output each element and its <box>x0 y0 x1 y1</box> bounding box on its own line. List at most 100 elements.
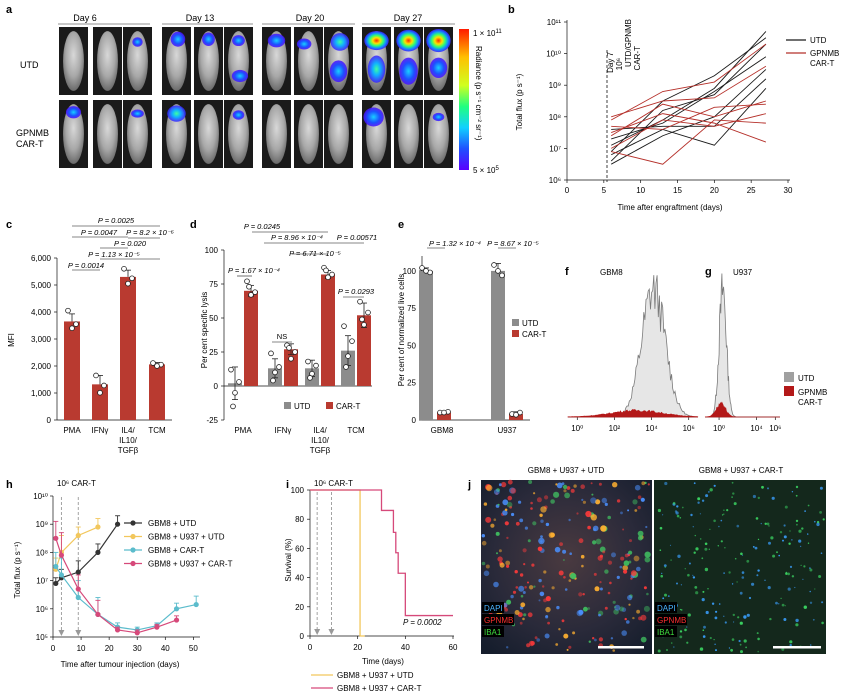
j-utd-cell <box>515 586 519 589</box>
j-cart-cell <box>659 526 663 530</box>
j-cart-cell <box>724 547 726 549</box>
j-cart-cell <box>731 481 734 484</box>
j-utd-cell <box>626 620 630 624</box>
bioluminescence-signal <box>231 69 249 83</box>
j-cart-cell <box>713 639 715 641</box>
bioluminescence-signal <box>432 112 445 122</box>
b-ytick-label: 10⁸ <box>549 113 561 122</box>
j-utd-dapi: DAPI <box>484 604 503 613</box>
j-cart-cell <box>789 565 793 569</box>
j-cart-scalebar <box>773 646 821 649</box>
j-cart-cell <box>679 630 683 633</box>
j-utd-cell <box>506 564 510 568</box>
j-cart-cell <box>684 568 686 570</box>
j-utd-cell <box>490 523 495 528</box>
f-title: GBM8 <box>600 268 623 277</box>
e-point <box>499 272 505 279</box>
j-utd-cell <box>519 518 524 523</box>
bioluminescence-signal <box>399 57 418 85</box>
h-point <box>75 594 81 601</box>
j-utd-cell <box>485 516 492 523</box>
j-utd-cell <box>536 497 542 503</box>
h-point <box>173 617 180 623</box>
d-point <box>288 355 294 362</box>
i-ytick-label: 20 <box>295 603 304 612</box>
d-point <box>246 283 252 290</box>
j-cart-cell <box>783 618 787 621</box>
d-point <box>248 292 254 298</box>
j-cart-cell <box>807 504 810 507</box>
h-xlabel: Time after tumour injection (days) <box>61 660 180 669</box>
j-cart-cell <box>692 576 696 579</box>
i-ytick-label: 0 <box>300 632 305 641</box>
h-ylabel: Total flux (p s⁻¹) <box>13 541 22 598</box>
d-xtick-pma: PMA <box>234 426 252 435</box>
b-series-line <box>610 113 767 149</box>
j-cart-cell <box>672 501 676 505</box>
j-utd-cell <box>568 579 572 582</box>
j-utd-cell <box>528 640 535 647</box>
j-utd-cell <box>563 576 566 579</box>
j-utd-cell <box>590 514 597 521</box>
j-utd-cell <box>504 608 509 612</box>
d-point <box>270 377 276 384</box>
j-utd-cell <box>504 521 509 526</box>
j-cart-cell <box>680 609 683 611</box>
e-point <box>491 262 497 268</box>
c-p2: P = 0.0047 <box>81 228 118 237</box>
d-point <box>365 309 371 316</box>
j-utd-cell <box>543 570 547 574</box>
i-xtick-label: 20 <box>353 643 362 652</box>
j-utd-cell <box>520 602 526 608</box>
j-utd-cell <box>496 552 498 555</box>
j-cart-cell <box>686 641 689 644</box>
h-legend-label: GBM8 + U937 + CAR-T <box>148 560 233 569</box>
j-utd-cell <box>514 610 520 615</box>
i-ylabel: Survival (%) <box>284 538 293 581</box>
j-cart-cell <box>803 605 807 609</box>
j-cart-cell <box>760 522 762 525</box>
h-point <box>75 532 81 539</box>
j-cart-cell <box>732 613 735 617</box>
i-ytick-label: 40 <box>295 574 304 583</box>
b-xtick-label: 0 <box>565 186 570 195</box>
j-utd-cell <box>607 515 611 520</box>
j-utd-cell <box>563 489 567 493</box>
j-cart-cell <box>799 545 802 548</box>
j-utd-cell <box>569 552 572 555</box>
h-series-line <box>55 538 177 634</box>
b-legend-cart: CAR-T <box>810 59 835 68</box>
j-utd-cell <box>590 497 597 504</box>
j-cart-cell <box>681 506 684 509</box>
j-cart-cell <box>769 617 772 621</box>
j-cart-cell <box>743 639 747 643</box>
j-utd-cell <box>531 563 535 567</box>
j-utd-cell <box>637 505 641 510</box>
j-cart-cell <box>738 639 741 643</box>
j-cart-cell <box>718 525 720 528</box>
panel-a-letter: a <box>6 4 13 16</box>
e-ylabel: Per cent of normalized live cells <box>397 274 406 387</box>
j-utd-cell <box>556 605 560 610</box>
b-legend-gpnmb: GPNMB <box>810 49 839 58</box>
d-bar <box>357 315 371 386</box>
mouse-body <box>198 104 219 164</box>
i-treatment-arrow <box>328 629 335 635</box>
j-cart-cell <box>795 623 799 627</box>
d-p3: P = 0.00571 <box>337 233 377 242</box>
j-cart-cell <box>734 557 737 560</box>
c-bar <box>120 276 136 420</box>
i-ytick-label: 100 <box>291 486 305 495</box>
j-utd-cell <box>630 570 637 577</box>
bioluminescence-signal <box>329 60 348 83</box>
j-cart-cell <box>701 499 705 502</box>
panel-a: a Day 6 Day 13 Day 20 Day 27 UTD GPNMB C… <box>6 4 502 175</box>
h-series-line <box>55 523 119 584</box>
h-ytick-label: 10⁶ <box>36 605 48 614</box>
j-cart-cell <box>789 643 792 647</box>
j-cart-iba1: IBA1 <box>657 628 675 637</box>
c-bar <box>149 364 165 420</box>
f-histogram <box>568 275 699 418</box>
